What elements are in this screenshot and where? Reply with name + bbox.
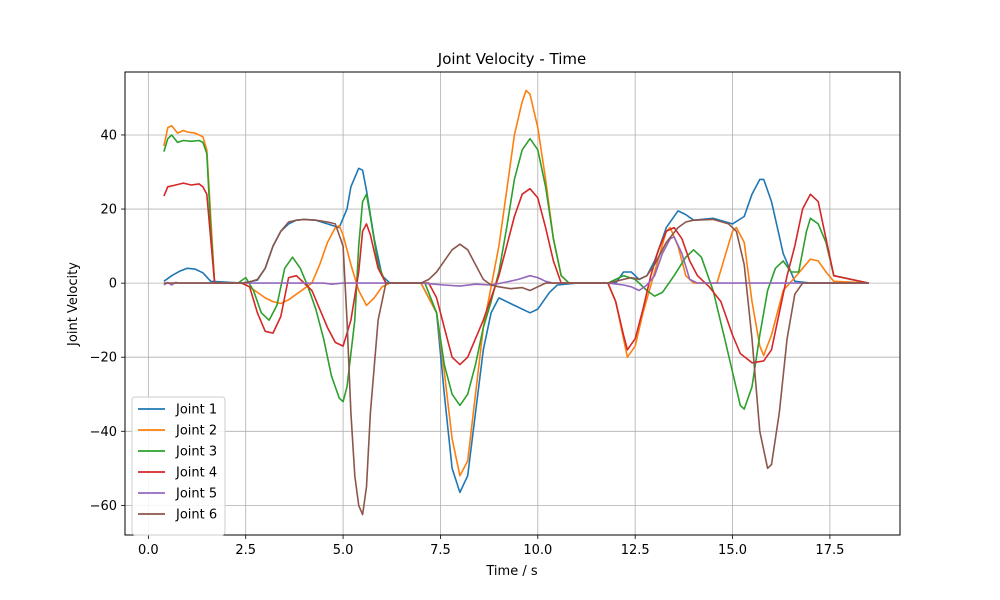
series-line-joint-3 bbox=[163, 134, 869, 410]
legend-box bbox=[131, 396, 226, 536]
series-line-joint-2 bbox=[163, 89, 869, 477]
legend-label: Joint 5 bbox=[175, 487, 217, 502]
series-line-joint-6 bbox=[163, 218, 869, 516]
legend-label: Joint 3 bbox=[175, 445, 217, 460]
x-tick-label: 7.5 bbox=[430, 543, 451, 558]
legend-label: Joint 1 bbox=[175, 403, 217, 418]
y-axis-label: Joint Velocity bbox=[66, 262, 81, 347]
grid-lines bbox=[125, 72, 900, 535]
y-tick-label: 0 bbox=[109, 277, 117, 292]
x-tick-label: 5.0 bbox=[333, 543, 354, 558]
legend-label: Joint 4 bbox=[175, 466, 217, 481]
x-tick-label: 2.5 bbox=[235, 543, 256, 558]
series-lines bbox=[163, 89, 869, 516]
x-tick-label: 12.5 bbox=[621, 543, 650, 558]
x-tick-label: 0.0 bbox=[138, 543, 159, 558]
axis-ticks: 0.0 2.5 5.0 7.5 10.0 12.5 15.0 17.5 −60 −40 −20 0 20… bbox=[90, 128, 845, 558]
legend: Joint 1 Joint 2 Joint 3 Joint 4 Joint 5 Joint… bbox=[131, 396, 226, 536]
x-axis-label: Time / s bbox=[485, 564, 537, 579]
x-tick-label: 10.0 bbox=[523, 543, 552, 558]
y-tick-label: −60 bbox=[90, 499, 117, 514]
y-tick-label: −20 bbox=[90, 351, 117, 366]
x-tick-label: 15.0 bbox=[718, 543, 747, 558]
y-tick-label: 40 bbox=[100, 128, 117, 143]
x-tick-label: 17.5 bbox=[815, 543, 844, 558]
plot-area-frame bbox=[124, 71, 901, 536]
legend-label: Joint 2 bbox=[175, 424, 217, 439]
series-line-joint-4 bbox=[163, 182, 869, 366]
chart-title: Joint Velocity - Time bbox=[437, 50, 586, 68]
y-tick-label: 20 bbox=[100, 203, 117, 218]
y-tick-label: −40 bbox=[90, 425, 117, 440]
legend-label: Joint 6 bbox=[175, 508, 217, 523]
